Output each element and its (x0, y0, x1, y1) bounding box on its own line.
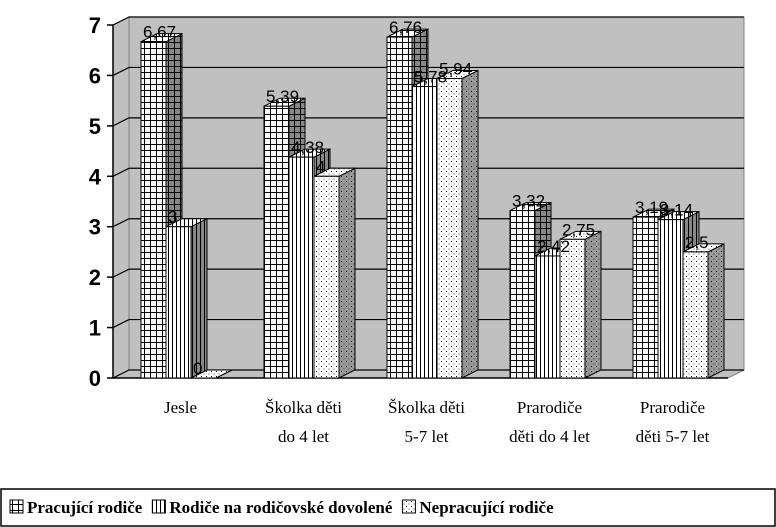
bar (313, 167, 356, 379)
bar-front (657, 219, 684, 379)
legend-box (0, 488, 776, 527)
value-label: 2,5 (685, 233, 709, 252)
x-tick-label: Školka děti (388, 398, 465, 417)
bar-front (509, 210, 536, 379)
bar-front (682, 251, 709, 379)
x-tick-label: Školka děti (265, 398, 342, 417)
x-tick-label: Prarodiče (640, 398, 705, 417)
value-label: 5,78 (414, 68, 447, 87)
x-tick-label: 5-7 let (405, 427, 449, 446)
x-tick-label: do 4 let (278, 427, 329, 446)
value-label: 3,32 (512, 192, 545, 211)
y-tick-label: 3 (89, 215, 101, 240)
value-label: 3,14 (660, 201, 693, 220)
value-label: 3 (168, 208, 177, 227)
y-tick-label: 7 (89, 13, 101, 38)
y-tick-label: 1 (89, 316, 101, 341)
value-label: 2,75 (562, 220, 595, 239)
x-tick-label: Prarodiče (517, 398, 582, 417)
legend-swatch (151, 499, 166, 514)
x-tick-label: Jesle (164, 398, 197, 417)
bar-front (263, 105, 290, 379)
bar-front (632, 216, 659, 379)
bar-front (411, 86, 438, 379)
value-label: 4,38 (291, 138, 324, 157)
x-tick-label: děti do 4 let (509, 427, 590, 446)
bar-front (165, 226, 192, 379)
y-tick-label: 2 (89, 265, 101, 290)
legend-label: Rodiče na rodičovské dovolené (169, 498, 393, 517)
bar-side (461, 69, 479, 379)
bar (559, 230, 602, 379)
grid-line (112, 16, 744, 26)
grid-line (112, 167, 744, 177)
bar-top (190, 369, 233, 379)
legend-swatch (9, 499, 24, 514)
value-label: 2,42 (537, 237, 570, 256)
value-label: 3,19 (635, 198, 668, 217)
legend-swatch (401, 499, 416, 514)
bar (190, 369, 233, 379)
value-label: 5,94 (439, 59, 472, 78)
bar-side (338, 167, 356, 379)
value-label: 5,39 (266, 87, 299, 106)
bar-side (584, 230, 602, 379)
value-label: 0 (193, 359, 202, 378)
bar-front (140, 41, 167, 379)
bar-side (190, 217, 208, 379)
y-tick-label: 6 (89, 63, 101, 88)
bar-front (313, 175, 340, 379)
grid-line (112, 66, 744, 76)
bar (165, 217, 208, 379)
value-label: 6,67 (143, 23, 176, 42)
grid-line (112, 117, 744, 127)
y-tick-label: 5 (89, 114, 101, 139)
y-tick-label: 4 (89, 164, 102, 189)
y-tick-label: 0 (89, 366, 101, 391)
value-label: 4 (316, 157, 325, 176)
bar-front (288, 156, 315, 379)
x-tick-label: děti 5-7 let (636, 427, 710, 446)
bar (436, 69, 479, 379)
bar-side (707, 243, 725, 379)
bar-front (386, 36, 413, 379)
bar-front (436, 77, 463, 379)
legend-label: Pracující rodiče (27, 498, 143, 517)
legend-label: Nepracující rodiče (419, 498, 554, 517)
bar (682, 243, 725, 379)
bar-front (534, 255, 561, 379)
bar-front (559, 238, 586, 379)
value-label: 6,76 (389, 18, 422, 37)
